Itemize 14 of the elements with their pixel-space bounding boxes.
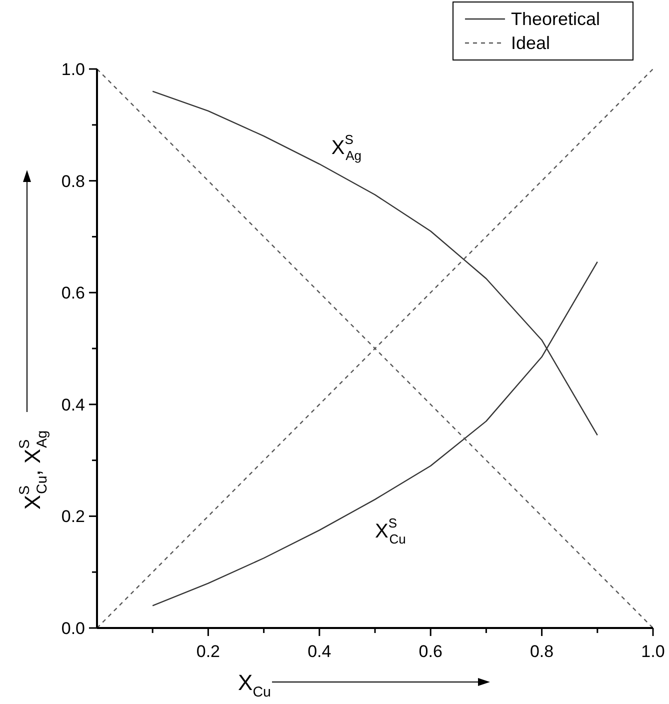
legend-label: Ideal [511,33,550,53]
y-tick-label: 0.6 [61,284,85,303]
x-axis-title: X$_{Cu}$ [238,670,271,701]
x-tick-label: 1.0 [641,642,665,661]
x-tick-label: 0.8 [530,642,554,661]
x-tick-label: 0.4 [308,642,332,661]
y-tick-label: 1.0 [61,60,85,79]
x-tick-label: 0.6 [418,642,442,661]
y-tick-label: 0.2 [61,507,85,526]
legend-label: Theoretical [511,9,600,29]
x-tick-label: 0.2 [196,642,220,661]
y-tick-label: 0.4 [61,395,85,414]
y-tick-label: 0.0 [61,619,85,638]
y-tick-label: 0.8 [61,172,85,191]
